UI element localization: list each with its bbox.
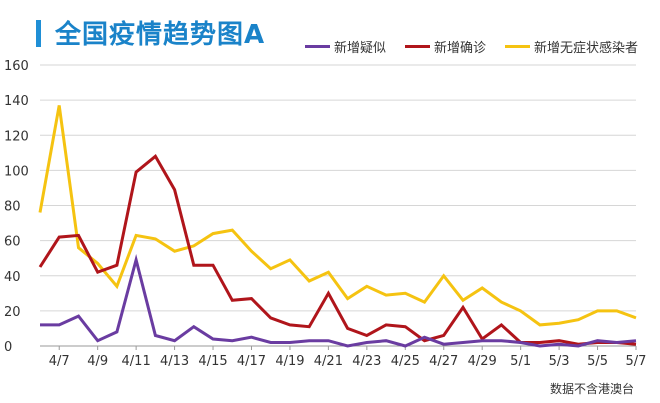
x-tick-label: 4/9 bbox=[87, 354, 108, 369]
source-note: 数据不含港澳台 bbox=[549, 382, 634, 396]
y-tick-label: 60 bbox=[4, 235, 21, 250]
x-tick-label: 4/7 bbox=[49, 354, 70, 369]
legend-swatch-confirmed bbox=[405, 45, 430, 48]
chart-title: 全国疫情趋势图A bbox=[55, 20, 266, 50]
x-tick-label: 4/21 bbox=[314, 354, 343, 369]
legend-item-asymptomatic: 新增无症状感染者 bbox=[505, 37, 639, 56]
x-tick-label: 4/23 bbox=[352, 354, 381, 369]
x-tick-label: 4/17 bbox=[237, 354, 266, 369]
y-tick-label: 160 bbox=[4, 59, 29, 74]
x-tick-label: 4/25 bbox=[391, 354, 420, 369]
x-tick-label: 5/1 bbox=[510, 354, 531, 369]
legend-label-confirmed: 新增确诊 bbox=[434, 41, 487, 56]
y-tick-label: 20 bbox=[4, 305, 21, 320]
y-tick-label: 140 bbox=[4, 94, 29, 109]
legend-label-suspected: 新增疑似 bbox=[334, 41, 387, 56]
series-line-asymptomatic bbox=[38, 105, 637, 327]
y-tick-label: 120 bbox=[4, 129, 29, 144]
x-tick-label: 5/3 bbox=[549, 354, 570, 369]
x-tick-label: 4/27 bbox=[429, 354, 458, 369]
x-tick-label: 4/29 bbox=[468, 354, 497, 369]
y-tick-label: 0 bbox=[4, 340, 12, 355]
legend-label-asymptomatic: 新增无症状感染者 bbox=[534, 41, 639, 56]
x-tick-label: 5/7 bbox=[626, 354, 647, 369]
title-accent-bar bbox=[36, 20, 41, 47]
x-tick-label: 4/13 bbox=[160, 354, 189, 369]
legend-swatch-suspected bbox=[305, 45, 330, 48]
series-line-suspected bbox=[40, 253, 637, 348]
legend-swatch-asymptomatic bbox=[505, 45, 530, 48]
x-tick-label: 4/15 bbox=[198, 354, 227, 369]
y-tick-label: 80 bbox=[4, 200, 21, 215]
series-line-confirmed bbox=[38, 154, 637, 346]
legend-item-confirmed: 新增确诊 bbox=[405, 37, 487, 56]
legend-item-suspected: 新增疑似 bbox=[305, 37, 387, 56]
x-tick-label: 4/11 bbox=[122, 354, 151, 369]
x-tick-label: 4/19 bbox=[275, 354, 304, 369]
y-tick-label: 40 bbox=[4, 270, 21, 285]
x-tick-label: 5/5 bbox=[587, 354, 608, 369]
y-tick-label: 100 bbox=[4, 164, 29, 179]
